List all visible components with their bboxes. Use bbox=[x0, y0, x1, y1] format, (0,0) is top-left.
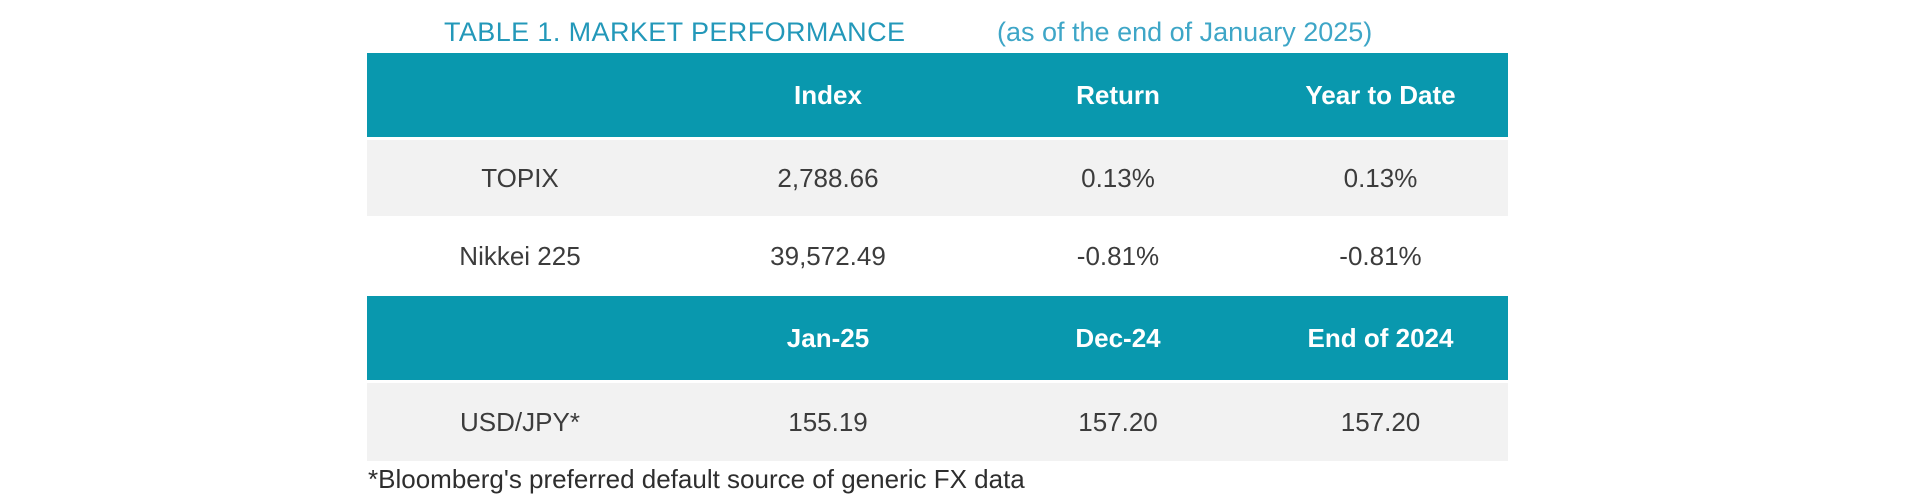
index-performance-table: Index Return Year to Date TOPIX 2,788.66… bbox=[367, 53, 1508, 296]
row-label-nikkei: Nikkei 225 bbox=[367, 216, 673, 296]
fx-rates-table: Jan-25 Dec-24 End of 2024 USD/JPY* 155.1… bbox=[367, 296, 1508, 461]
topix-ytd-value: 0.13% bbox=[1253, 137, 1508, 216]
header-cell-dec-24: Dec-24 bbox=[983, 296, 1253, 382]
table-row-topix: TOPIX 2,788.66 0.13% 0.13% bbox=[367, 137, 1508, 216]
header-cell-index: Index bbox=[673, 53, 983, 139]
row-label-usdjpy: USD/JPY* bbox=[367, 380, 673, 461]
index-header-row: Index Return Year to Date bbox=[367, 53, 1508, 139]
header-cell-end-of-2024: End of 2024 bbox=[1253, 296, 1508, 382]
topix-return-value: 0.13% bbox=[983, 137, 1253, 216]
header-cell-return: Return bbox=[983, 53, 1253, 139]
nikkei-index-value: 39,572.49 bbox=[673, 216, 983, 296]
header-cell-year-to-date: Year to Date bbox=[1253, 53, 1508, 139]
table-title: TABLE 1. MARKET PERFORMANCE bbox=[444, 17, 906, 47]
nikkei-return-value: -0.81% bbox=[983, 216, 1253, 296]
topix-index-value: 2,788.66 bbox=[673, 137, 983, 216]
fx-header-row: Jan-25 Dec-24 End of 2024 bbox=[367, 296, 1508, 382]
usdjpy-dec-24-value: 157.20 bbox=[983, 380, 1253, 461]
usdjpy-end-of-2024-value: 157.20 bbox=[1253, 380, 1508, 461]
table-row-usdjpy: USD/JPY* 155.19 157.20 157.20 bbox=[367, 380, 1508, 461]
market-performance-tables: Index Return Year to Date TOPIX 2,788.66… bbox=[367, 53, 1508, 461]
header-cell-jan-25: Jan-25 bbox=[673, 296, 983, 382]
header-cell-blank bbox=[367, 53, 673, 139]
table-footnote: *Bloomberg's preferred default source of… bbox=[368, 464, 1025, 494]
table-row-nikkei: Nikkei 225 39,572.49 -0.81% -0.81% bbox=[367, 216, 1508, 296]
row-label-topix: TOPIX bbox=[367, 137, 673, 216]
table-subtitle: (as of the end of January 2025) bbox=[997, 17, 1373, 47]
nikkei-ytd-value: -0.81% bbox=[1253, 216, 1508, 296]
usdjpy-jan-25-value: 155.19 bbox=[673, 380, 983, 461]
header-cell-blank-2 bbox=[367, 296, 673, 382]
